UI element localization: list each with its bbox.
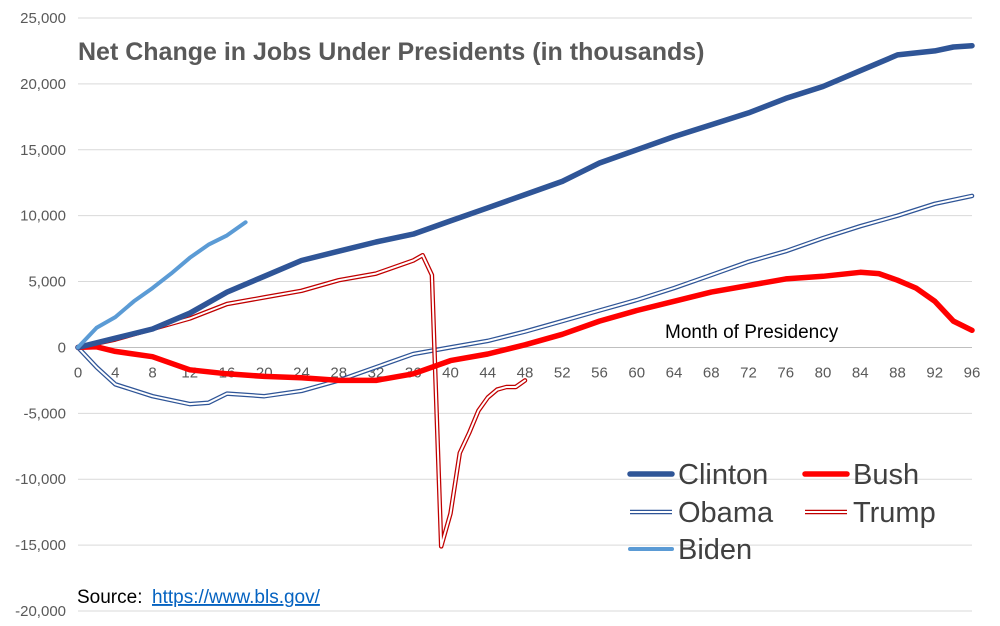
y-tick-label: -15,000 bbox=[15, 537, 66, 554]
x-tick-label: 72 bbox=[740, 364, 757, 381]
y-tick-label: 10,000 bbox=[20, 208, 66, 225]
series-line-obama-inner bbox=[77, 194, 973, 406]
legend-label-biden: Biden bbox=[678, 534, 752, 566]
legend-label-trump: Trump bbox=[853, 497, 936, 529]
x-tick-label: 88 bbox=[889, 364, 906, 381]
x-tick-label: 76 bbox=[777, 364, 794, 381]
y-axis-ticks: 25,000 20,000 15,000 10,000 5,000 0 -5,000 -10,… bbox=[15, 10, 66, 620]
x-tick-label: 0 bbox=[74, 364, 82, 381]
y-tick-label: 25,000 bbox=[20, 10, 66, 27]
x-tick-label: 4 bbox=[111, 364, 119, 381]
x-tick-label: 68 bbox=[703, 364, 720, 381]
y-tick-label: -5,000 bbox=[23, 405, 66, 422]
x-tick-label: 40 bbox=[442, 364, 459, 381]
annotation-month-of-presidency: Month of Presidency bbox=[665, 322, 839, 343]
x-tick-label: 96 bbox=[964, 364, 981, 381]
x-tick-label: 60 bbox=[628, 364, 645, 381]
y-tick-label: 5,000 bbox=[28, 274, 66, 291]
x-tick-label: 80 bbox=[815, 364, 832, 381]
source-label: Source: bbox=[77, 587, 142, 608]
x-tick-label: 84 bbox=[852, 364, 869, 381]
legend: Clinton Bush Obama Trump Biden bbox=[627, 459, 936, 566]
grid-lines bbox=[78, 17, 972, 612]
series-lines bbox=[75, 42, 975, 549]
chart-title: Net Change in Jobs Under Presidents (in … bbox=[78, 38, 704, 66]
y-tick-label: 15,000 bbox=[20, 142, 66, 159]
series-line-biden bbox=[76, 220, 248, 350]
legend-label-obama: Obama bbox=[678, 497, 774, 529]
y-tick-label: 0 bbox=[58, 339, 66, 356]
x-tick-label: 92 bbox=[926, 364, 943, 381]
x-tick-label: 56 bbox=[591, 364, 608, 381]
legend-label-bush: Bush bbox=[853, 459, 919, 491]
x-tick-label: 44 bbox=[479, 364, 496, 381]
series-line-trump bbox=[75, 252, 528, 549]
y-tick-label: 20,000 bbox=[20, 76, 66, 93]
series-line-bush bbox=[75, 269, 975, 384]
y-tick-label: -20,000 bbox=[15, 603, 66, 620]
y-tick-label: -10,000 bbox=[15, 471, 66, 488]
x-tick-label: 64 bbox=[666, 364, 683, 381]
x-tick-label: 48 bbox=[517, 364, 534, 381]
series-line-clinton bbox=[75, 42, 975, 351]
x-tick-label: 8 bbox=[148, 364, 156, 381]
source-link[interactable]: https://www.bls.gov/ bbox=[152, 587, 321, 608]
x-tick-label: 52 bbox=[554, 364, 571, 381]
series-line-trump-inner bbox=[77, 254, 526, 548]
legend-label-clinton: Clinton bbox=[678, 459, 768, 491]
